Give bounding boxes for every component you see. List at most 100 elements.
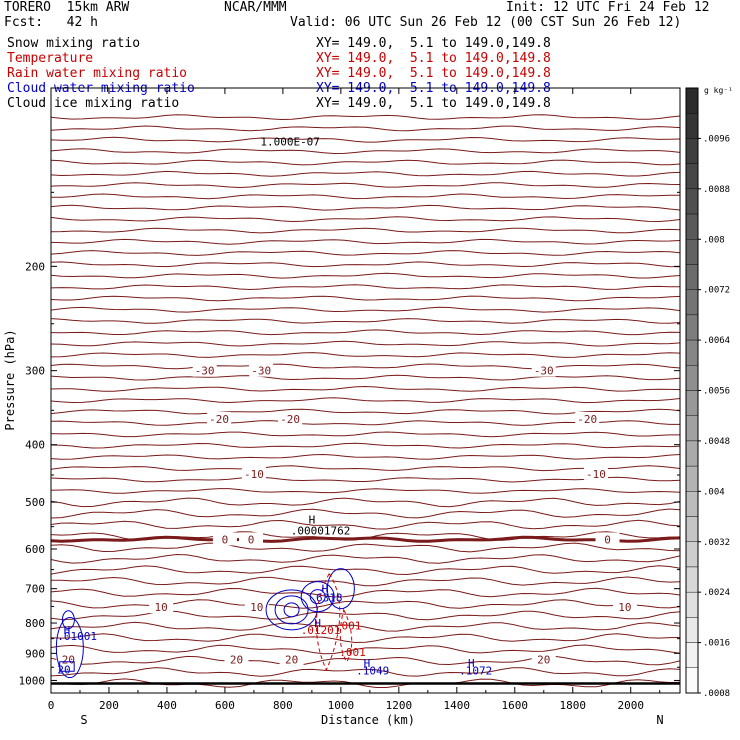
colorbar-label: .0032 <box>703 538 730 548</box>
isotherm-line <box>50 442 681 449</box>
y-tick-label: 500 <box>25 496 45 509</box>
field-range-temperature: XY= 149.0, 5.1 to 149.0,149.8 <box>316 51 551 66</box>
annotation-label: .001 <box>339 646 366 659</box>
isotherm-line <box>50 576 681 587</box>
annotation-label: 20 <box>57 663 70 676</box>
isotherm-line <box>50 363 681 370</box>
contour-label: 20 <box>537 654 550 667</box>
colorbar-label: .0064 <box>703 336 730 346</box>
annotation-label: .01201 <box>301 624 341 637</box>
colorbar-swatch <box>685 163 699 190</box>
contour-label: -20 <box>280 413 300 426</box>
isotherm-line <box>51 193 681 200</box>
contour-label: -20 <box>577 413 597 426</box>
annotation-label: H <box>64 624 71 637</box>
annotation-label: 1.000E-07 <box>260 135 320 148</box>
x-tick-label: 0 <box>48 699 55 712</box>
field-name-cloud-ice: Cloud ice mixing ratio <box>7 96 180 111</box>
isotherm-line <box>50 655 681 666</box>
contour-label: 20 <box>230 654 243 667</box>
isotherm-line <box>50 667 681 677</box>
isotherm-line <box>50 621 681 632</box>
contour-label: -20 <box>209 413 229 426</box>
annotation-label: H <box>364 657 371 670</box>
model-label: TORERO 15km ARW <box>4 0 130 15</box>
contour-label-bg <box>207 412 232 426</box>
colorbar-label: .0088 <box>703 185 730 195</box>
contour-label: 10 <box>155 601 168 614</box>
colorbar-swatch <box>685 213 699 240</box>
y-axis-title: Pressure (hPa) <box>3 329 17 430</box>
colorbar-label: .0024 <box>703 588 730 598</box>
annotation-label: .1049 <box>356 664 389 677</box>
annotation-label: 6318 <box>316 592 343 605</box>
annotation-layer: H.00001762H6318H.01201.001.001H.01001H.1… <box>57 135 492 677</box>
x-tick-label: 400 <box>157 699 177 712</box>
feature-layer <box>55 568 355 679</box>
y-tick-label: 1000 <box>19 674 46 687</box>
contour-label-bg <box>212 532 237 546</box>
isotherm-line <box>50 329 681 336</box>
field-name-snow: Snow mixing ratio <box>7 36 141 51</box>
field-name-rain: Rain water mixing ratio <box>7 66 188 81</box>
contour-label: 0 <box>222 533 229 546</box>
x-end-label-north: N <box>656 713 663 727</box>
colorbar-swatch <box>685 314 699 341</box>
contour-label: -30 <box>195 365 215 378</box>
colorbar-swatch <box>685 667 699 694</box>
isotherm-line <box>50 565 681 576</box>
field-range-snow: XY= 149.0, 5.1 to 149.0,149.8 <box>316 36 551 51</box>
isotherm-line <box>50 272 681 279</box>
isotherm-line <box>50 148 681 155</box>
isotherm-line <box>50 114 681 121</box>
cloud-water-contour <box>300 581 335 613</box>
isotherm-line <box>50 261 681 268</box>
contour-label-bg <box>279 652 304 666</box>
colorbar-swatch <box>685 87 699 114</box>
colorbar-swatch <box>685 566 699 593</box>
isotherm-line <box>50 599 681 609</box>
contour-label-bg <box>612 600 637 614</box>
isotherm-line <box>50 136 681 143</box>
colorbar-swatch <box>685 264 699 290</box>
colorbar-unit: g kg⁻¹ <box>704 86 733 95</box>
colorbar-label: .0048 <box>703 437 730 447</box>
cloud-water-contour <box>326 568 355 610</box>
x-tick-label: 1000 <box>328 699 355 712</box>
annotation-label: H <box>322 583 329 596</box>
fcst-label: Fcst: 42 h <box>4 15 98 30</box>
colorbar-swatch <box>685 365 699 391</box>
isotherm-line <box>50 216 681 223</box>
contour-label-bg <box>531 363 556 377</box>
isotherm-line <box>50 238 681 245</box>
colorbar-label: .0072 <box>703 286 730 296</box>
colorbar-label: .0016 <box>703 639 730 649</box>
colorbar-swatch <box>685 617 699 643</box>
isotherm-line <box>50 497 681 508</box>
isotherm-line <box>50 385 681 392</box>
isotherm-line <box>50 159 681 166</box>
isotherm-line <box>50 587 681 598</box>
colorbar-label: .008 <box>703 235 725 245</box>
isotherm-line <box>50 340 681 347</box>
contour-label: 20 <box>285 654 298 667</box>
rain-water-contour <box>339 608 353 663</box>
isotherm-line <box>50 170 681 177</box>
colorbar-swatch <box>685 465 699 492</box>
isotherm-line <box>50 295 681 302</box>
contour-label: 10 <box>618 601 631 614</box>
contour-label: 10 <box>250 601 263 614</box>
cloud-water-contour <box>309 589 326 605</box>
colorbar-swatch <box>685 390 699 416</box>
isotherm-line <box>50 542 681 553</box>
annotation-label: H <box>468 657 475 670</box>
center-label: NCAR/MMM <box>224 0 287 15</box>
colorbar-swatch <box>685 415 699 442</box>
isotherm-line <box>50 250 681 256</box>
x-tick-label: 200 <box>99 699 119 712</box>
colorbar-swatch <box>685 440 699 467</box>
isotherm-line <box>50 284 681 291</box>
annotation-label: .1072 <box>459 664 492 677</box>
